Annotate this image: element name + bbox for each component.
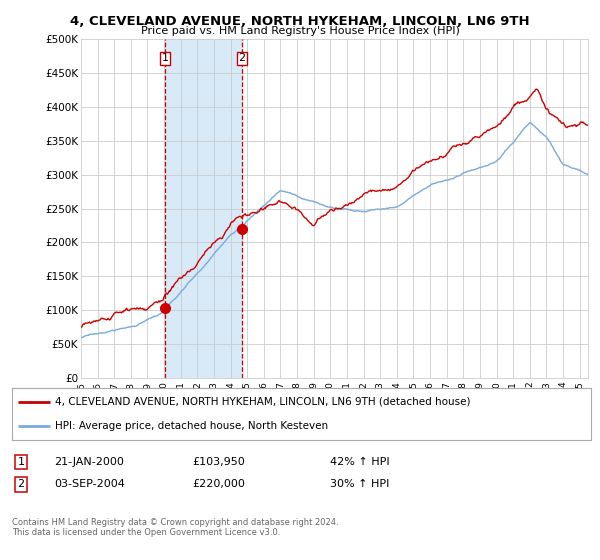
Text: HPI: Average price, detached house, North Kesteven: HPI: Average price, detached house, Nort…	[55, 421, 329, 431]
Text: 2: 2	[238, 53, 245, 63]
Text: 4, CLEVELAND AVENUE, NORTH HYKEHAM, LINCOLN, LN6 9TH (detached house): 4, CLEVELAND AVENUE, NORTH HYKEHAM, LINC…	[55, 397, 471, 407]
Text: 42% ↑ HPI: 42% ↑ HPI	[330, 457, 389, 467]
Text: 30% ↑ HPI: 30% ↑ HPI	[330, 479, 389, 489]
Text: 1: 1	[17, 457, 25, 467]
Text: £103,950: £103,950	[192, 457, 245, 467]
Text: £220,000: £220,000	[192, 479, 245, 489]
Text: Price paid vs. HM Land Registry's House Price Index (HPI): Price paid vs. HM Land Registry's House …	[140, 26, 460, 36]
Text: 21-JAN-2000: 21-JAN-2000	[54, 457, 124, 467]
Text: 2: 2	[17, 479, 25, 489]
Text: 1: 1	[161, 53, 169, 63]
Text: 03-SEP-2004: 03-SEP-2004	[54, 479, 125, 489]
Text: Contains HM Land Registry data © Crown copyright and database right 2024.
This d: Contains HM Land Registry data © Crown c…	[12, 518, 338, 538]
Bar	[165, 39, 242, 378]
Text: 4, CLEVELAND AVENUE, NORTH HYKEHAM, LINCOLN, LN6 9TH: 4, CLEVELAND AVENUE, NORTH HYKEHAM, LINC…	[70, 15, 530, 27]
